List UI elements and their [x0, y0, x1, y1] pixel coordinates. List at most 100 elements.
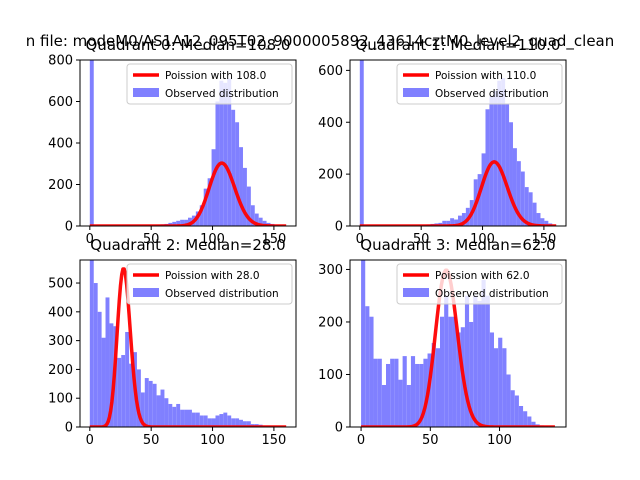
hist-bar	[485, 295, 490, 427]
hist-bar	[473, 295, 478, 427]
poisson-curve	[360, 268, 556, 427]
hist-bar	[227, 415, 232, 427]
hist-bar	[448, 316, 453, 427]
hist-bar	[180, 219, 185, 226]
hist-bar	[101, 337, 106, 427]
hist-bar	[258, 217, 263, 226]
hist-bar	[93, 283, 98, 427]
hist-bar	[419, 363, 424, 427]
x-tick-label: 150	[531, 232, 556, 247]
y-tick-label: 400	[48, 305, 73, 320]
y-tick-label: 100	[318, 368, 343, 383]
hist-bar	[415, 363, 420, 427]
hist-bar	[246, 421, 251, 427]
hist-bar	[176, 403, 181, 427]
legend: Poission with 62.0 Observed distribution	[396, 263, 563, 305]
plot-area	[89, 60, 287, 226]
hist-bar	[188, 217, 192, 226]
subplot-title: Quadrant 1: Median=110.0	[356, 36, 561, 54]
hist-bar	[129, 363, 134, 427]
hist-bar	[520, 171, 525, 226]
hist-bar	[172, 406, 177, 427]
hist-bar	[373, 358, 378, 427]
hist-bar	[105, 297, 110, 427]
hist-bar	[235, 122, 240, 226]
hist-bar	[223, 412, 228, 427]
plot-area	[89, 260, 287, 427]
hist-bar	[215, 415, 220, 427]
hist-bar	[250, 205, 255, 226]
hist-bar	[398, 379, 403, 427]
hist-bar	[195, 412, 200, 427]
hist-bar	[219, 414, 224, 427]
hist-bar	[235, 418, 240, 427]
y-tick-label: 800	[48, 54, 73, 69]
y-tick-label: 400	[318, 116, 343, 131]
hist-bar	[502, 348, 507, 427]
legend: Poission with 28.0 Observed distribution	[126, 263, 293, 305]
hist-bar	[136, 369, 141, 427]
hist-bar	[180, 409, 185, 427]
x-tick-label: 0	[86, 232, 94, 247]
x-tick-label: 100	[487, 433, 512, 448]
hist-bar	[254, 213, 259, 226]
poisson-curve	[89, 267, 287, 427]
hist-bar	[544, 220, 549, 226]
y-tick-label: 600	[48, 95, 73, 110]
hist-bar	[242, 421, 247, 427]
y-tick-label: 100	[48, 392, 73, 407]
legend-fit-label: Poission with 110.0	[435, 70, 536, 82]
subplot-1: 0 50 100 150 0 200 400 600 Quadrant 1: Median=11…	[318, 36, 567, 247]
y-tick-label: 600	[318, 64, 343, 79]
hist-bar	[461, 213, 466, 226]
legend-hist-swatch	[133, 288, 159, 297]
hist-bar	[481, 153, 486, 226]
hist-bar	[164, 398, 169, 427]
hist-bar	[450, 218, 455, 226]
subplot-title: Quadrant 3: Median=62.0	[360, 236, 555, 254]
hist-bar	[446, 220, 451, 226]
y-tick-label: 0	[335, 220, 343, 235]
x-tick-label: 0	[86, 433, 94, 448]
hist-bar	[444, 295, 449, 427]
x-tick-label: 100	[200, 433, 225, 448]
hist-bar	[121, 355, 126, 427]
legend-fit-label: Poission with 108.0	[165, 70, 266, 82]
hist-bar	[231, 109, 236, 226]
hist-bar	[377, 358, 382, 427]
hist-bar	[493, 91, 498, 226]
legend-hist-label: Observed distribution	[165, 88, 279, 100]
hist-bar	[505, 104, 510, 226]
x-tick-label: 50	[143, 433, 160, 448]
y-tick-label: 200	[48, 363, 73, 378]
hist-bar	[489, 332, 494, 427]
hist-bar	[536, 213, 541, 226]
hist-bar	[148, 380, 153, 427]
y-tick-label: 0	[335, 421, 343, 436]
y-tick-label: 500	[48, 277, 73, 292]
hist-bar	[402, 356, 407, 427]
x-tick-label: 0	[357, 433, 365, 448]
hist-bar	[527, 416, 532, 427]
hist-bar	[452, 316, 457, 427]
axes-frame	[349, 259, 567, 428]
hist-bar	[481, 279, 486, 427]
plot-area	[359, 60, 557, 226]
hist-bar	[497, 80, 502, 226]
legend-hist-label: Observed distribution	[435, 88, 549, 100]
hist-bar	[501, 78, 506, 226]
hist-bar	[117, 357, 122, 427]
subplot-0: 0 50 100 150 0 200 400 600 800 Quadrant 0: Median…	[48, 36, 297, 247]
hist-bar	[239, 419, 243, 427]
figure-suptitle: n file: modeM0/AS1A12_095T02_9000005892_…	[25, 32, 615, 50]
hist-bar	[494, 348, 499, 427]
hist-bar	[454, 219, 458, 226]
hist-bar	[140, 392, 145, 427]
y-tick-label: 0	[65, 421, 73, 436]
x-tick-label: 150	[261, 433, 286, 448]
hist-bar	[231, 418, 236, 427]
legend-hist-swatch	[403, 88, 429, 97]
hist-bar	[176, 220, 181, 226]
hist-bar	[227, 78, 232, 226]
